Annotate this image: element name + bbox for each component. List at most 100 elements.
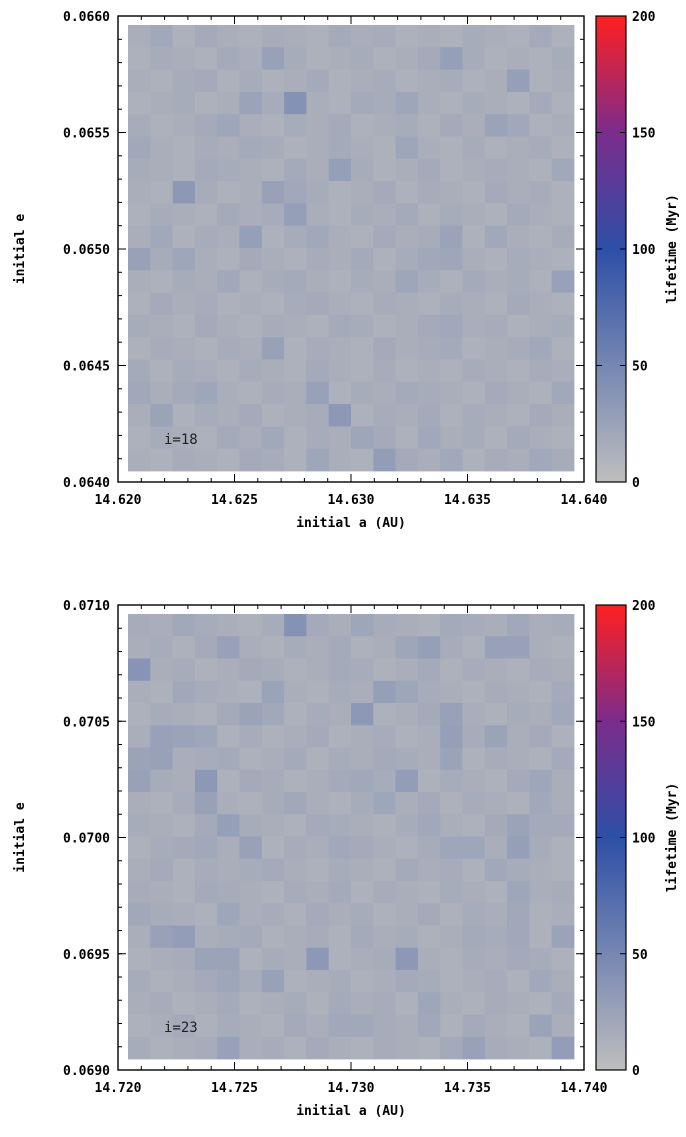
heatmap-cell — [529, 248, 553, 271]
heatmap-cell — [551, 114, 575, 137]
heatmap-cell — [194, 47, 218, 70]
heatmap-cell — [150, 314, 173, 338]
heatmap-cell — [128, 337, 151, 360]
heatmap-cell — [284, 703, 307, 726]
heatmap-cell — [128, 703, 151, 726]
heatmap-cell — [128, 91, 151, 115]
heatmap-cell — [395, 359, 419, 383]
heatmap-cell — [373, 903, 396, 926]
heatmap-cell — [507, 747, 530, 771]
heatmap-cell — [529, 725, 553, 748]
heatmap-cell — [395, 769, 419, 793]
heatmap-cell — [284, 337, 307, 360]
heatmap-cell — [261, 836, 285, 860]
heatmap-cell — [306, 858, 330, 882]
x-tick-label: 14.725 — [211, 1081, 258, 1096]
heatmap-cell — [172, 25, 196, 48]
heatmap-cell — [217, 314, 240, 338]
heatmap-cell — [150, 814, 173, 837]
heatmap-cell — [440, 47, 463, 70]
heatmap-cell — [261, 426, 285, 450]
heatmap-cell — [395, 270, 419, 293]
heatmap-cell — [395, 337, 419, 360]
heatmap-cell — [395, 91, 419, 115]
heatmap-cell — [507, 47, 530, 70]
heatmap-cell — [172, 792, 196, 815]
heatmap-cell — [507, 925, 530, 949]
heatmap-cell — [194, 769, 218, 793]
heatmap-cell — [150, 337, 173, 360]
heatmap-cell — [351, 814, 374, 837]
heatmap-cell — [261, 381, 285, 405]
heatmap-cell — [351, 359, 374, 383]
heatmap-cell — [306, 970, 330, 993]
heatmap-cell — [529, 47, 553, 70]
heatmap-cell — [395, 225, 419, 249]
heatmap-cell — [217, 747, 240, 771]
heatmap-cell — [217, 614, 240, 637]
heatmap-cell — [217, 225, 240, 249]
heatmap-cell — [217, 292, 240, 316]
heatmap-cell — [373, 114, 396, 137]
heatmap-cell — [529, 680, 553, 704]
heatmap-cell — [284, 136, 307, 160]
heatmap-cell — [551, 136, 575, 160]
heatmap-cell — [172, 658, 196, 682]
heatmap-cell — [462, 225, 486, 249]
heatmap-cell — [284, 91, 307, 115]
heatmap-cell — [484, 1014, 508, 1038]
heatmap-cell — [551, 614, 575, 637]
heatmap-cell — [261, 47, 285, 70]
heatmap-cell — [261, 858, 285, 882]
heatmap-cell — [417, 381, 441, 405]
heatmap-cell — [462, 769, 486, 793]
heatmap-cell — [462, 181, 486, 204]
colorbar-tick-label: 50 — [632, 360, 648, 375]
heatmap-cell — [306, 925, 330, 949]
heatmap-cell — [194, 747, 218, 771]
heatmap-cell — [373, 270, 396, 293]
heatmap-cell — [395, 636, 419, 659]
heatmap-cell — [484, 114, 508, 137]
heatmap-cell — [417, 970, 441, 993]
heatmap-cell — [529, 881, 553, 904]
heatmap-cell — [284, 181, 307, 204]
heatmap-cell — [150, 992, 173, 1015]
x-tick-label: 14.720 — [95, 1081, 142, 1096]
heatmap-panel: 14.620 14.625 14.630 14.635 14.640 0.0640 0.06… — [13, 10, 680, 531]
heatmap-cell — [484, 814, 508, 837]
heatmap-cell — [284, 614, 307, 637]
heatmap-cell — [217, 903, 240, 926]
heatmap-cell — [395, 903, 419, 926]
y-tick-label: 0.0645 — [63, 360, 110, 375]
heatmap-cell — [529, 314, 553, 338]
heatmap-cell — [172, 814, 196, 837]
heatmap-cell — [351, 314, 374, 338]
heatmap-cell — [462, 836, 486, 860]
heatmap-cell — [373, 225, 396, 249]
heatmap-cell — [194, 614, 218, 637]
heatmap-cell — [217, 658, 240, 682]
heatmap-cell — [284, 903, 307, 926]
heatmap-cell — [484, 248, 508, 271]
heatmap-cell — [507, 614, 530, 637]
heatmap-cell — [172, 947, 196, 971]
heatmap-cell — [551, 404, 575, 427]
heatmap-cell — [395, 747, 419, 771]
heatmap-cell — [551, 792, 575, 815]
heatmap-cell — [507, 136, 530, 160]
heatmap-cell — [462, 69, 486, 93]
heatmap-cell — [417, 680, 441, 704]
heatmap-cell — [417, 947, 441, 971]
heatmap-cell — [172, 769, 196, 793]
heatmap-cell — [373, 248, 396, 271]
heatmap-cell — [351, 769, 374, 793]
heatmap-cell — [261, 270, 285, 293]
heatmap-cell — [261, 792, 285, 815]
heatmap-cell — [150, 47, 173, 70]
heatmap-cell — [328, 426, 352, 450]
heatmap-cell — [261, 925, 285, 949]
heatmap-cell — [172, 858, 196, 882]
heatmap-cell — [306, 636, 330, 659]
x-tick-label: 14.735 — [444, 1081, 491, 1096]
